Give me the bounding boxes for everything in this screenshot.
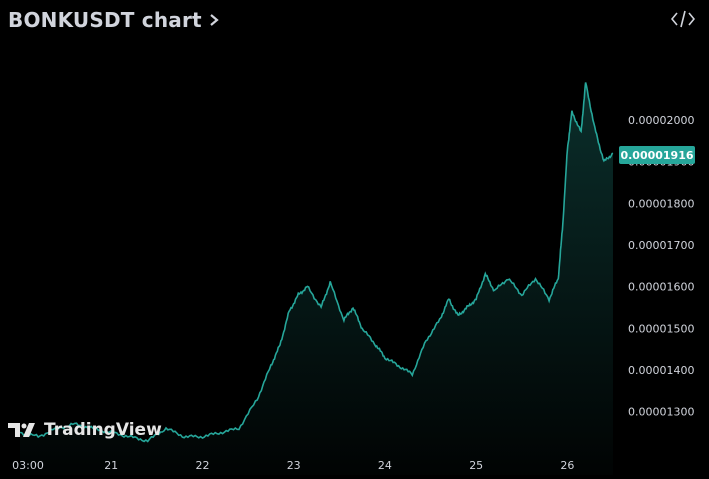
chart-title: BONKUSDT chart bbox=[8, 8, 202, 32]
price-chart-svg[interactable]: 0.00001300 0.00001400 0.00001500 0.00001600… bbox=[0, 40, 709, 475]
chart-title-link[interactable]: BONKUSDT chart bbox=[8, 8, 220, 32]
x-tick-label: 23 bbox=[287, 459, 301, 472]
y-tick-label: 0.00001800 bbox=[628, 197, 694, 210]
x-tick-label: 03:00 bbox=[12, 459, 44, 472]
y-tick-label: 0.00002000 bbox=[628, 114, 694, 127]
tradingview-watermark: TradingView bbox=[8, 420, 162, 440]
y-tick-label: 0.00001300 bbox=[628, 406, 694, 419]
price-area-fill bbox=[20, 82, 613, 475]
current-price-badge bbox=[619, 146, 695, 164]
y-tick-label: 0.00001700 bbox=[628, 239, 694, 252]
tradingview-logo-icon bbox=[8, 423, 35, 437]
y-tick-label: 0.00001500 bbox=[628, 322, 694, 335]
chart-header: BONKUSDT chart bbox=[0, 0, 709, 40]
chevron-right-icon bbox=[210, 14, 219, 26]
x-tick-label: 26 bbox=[560, 459, 574, 472]
code-embed-icon[interactable] bbox=[671, 10, 695, 28]
x-tick-label: 21 bbox=[104, 459, 118, 472]
x-tick-label: 22 bbox=[196, 459, 210, 472]
tradingview-text: TradingView bbox=[44, 420, 162, 440]
x-tick-label: 25 bbox=[469, 459, 483, 472]
y-tick-label: 0.00001600 bbox=[628, 281, 694, 294]
price-chart[interactable]: 0.00001300 0.00001400 0.00001500 0.00001600… bbox=[0, 40, 709, 475]
y-tick-label: 0.00001400 bbox=[628, 364, 694, 377]
current-price-label: 0.00001916 bbox=[620, 149, 693, 162]
price-line-series bbox=[19, 82, 614, 443]
x-tick-label: 24 bbox=[378, 459, 392, 472]
